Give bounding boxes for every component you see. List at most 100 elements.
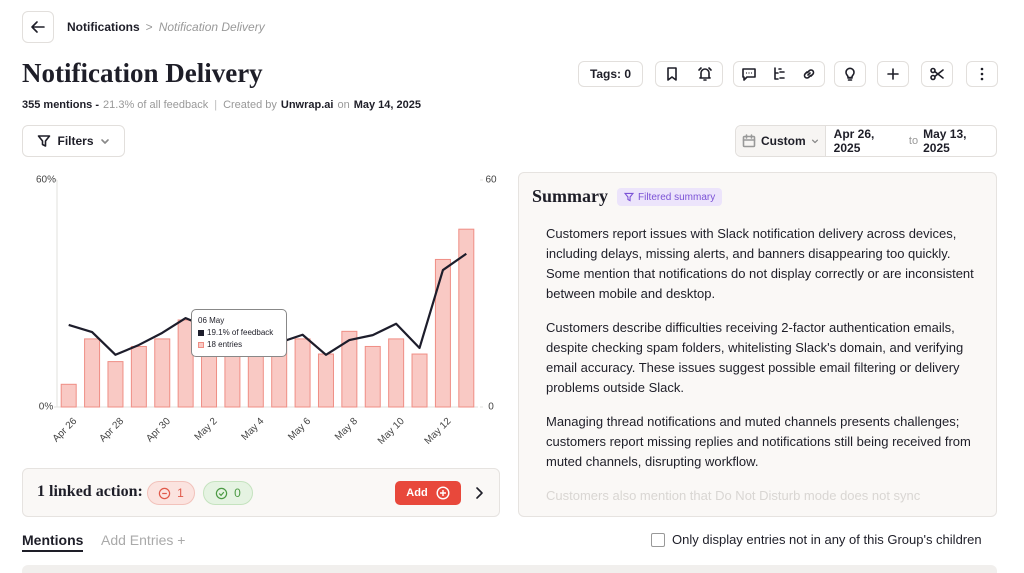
bookmark-group xyxy=(655,61,723,87)
x-tick-label: Apr 28 xyxy=(98,416,127,445)
filter-icon xyxy=(624,192,634,202)
add-button[interactable] xyxy=(877,61,909,87)
checkbox[interactable] xyxy=(651,532,665,547)
split-button[interactable] xyxy=(921,61,953,87)
comment-icon[interactable] xyxy=(741,66,757,82)
x-tick-label: Apr 26 xyxy=(51,416,80,445)
bar xyxy=(317,353,334,408)
bar xyxy=(84,338,101,408)
created-by: Created by xyxy=(223,99,277,111)
x-tick-label: May 2 xyxy=(193,416,220,443)
chevron-down xyxy=(100,139,109,144)
bar xyxy=(177,319,194,408)
more-button[interactable] xyxy=(966,61,998,87)
list-top xyxy=(22,565,997,573)
check-icon xyxy=(215,487,228,499)
on: on xyxy=(337,99,350,111)
back-icon xyxy=(31,21,45,33)
bar xyxy=(154,338,171,408)
summary-badge: Filtered summary xyxy=(617,188,723,206)
tags-button[interactable]: Tags: 0 xyxy=(578,61,643,87)
back-button[interactable] xyxy=(22,11,54,43)
range-start[interactable]: Apr 26, 2025 xyxy=(833,127,875,155)
page-title: Notification Delivery xyxy=(22,58,263,88)
add-entries-tab[interactable]: Add Entries + xyxy=(101,532,186,548)
bar xyxy=(388,338,405,408)
mentions-tab[interactable]: Mentions xyxy=(22,532,84,552)
mentions-count: 355 mentions - xyxy=(22,99,100,111)
filters-label: Filters xyxy=(57,134,94,148)
bulb-icon xyxy=(845,67,855,81)
tooltip-row: 19.1% of feedback xyxy=(198,327,280,339)
add-action-button[interactable]: Add xyxy=(395,481,461,505)
summary-panel: Summary Filtered summary Customers repor… xyxy=(518,172,997,517)
range-mode[interactable]: Custom xyxy=(736,126,826,156)
bar xyxy=(130,345,147,408)
summary-paragraph: Managing thread notifications and muted … xyxy=(546,414,971,469)
author: Unwrap.ai xyxy=(280,99,334,111)
tags-label: Tags: 0 xyxy=(589,67,632,81)
plus-icon xyxy=(887,68,899,80)
x-tick-label: May 8 xyxy=(333,416,360,443)
link-icon[interactable] xyxy=(801,66,817,82)
tree-icon[interactable] xyxy=(771,66,787,82)
bar xyxy=(60,383,77,408)
divider: | xyxy=(214,99,218,111)
x-tick-label: May 4 xyxy=(239,416,266,443)
idea-button[interactable] xyxy=(834,61,866,87)
tooltip-swatch xyxy=(198,330,204,336)
breadcrumb-current: Notification Delivery xyxy=(158,20,265,34)
summary-paragraph: Customers describe difficulties receivin… xyxy=(546,320,964,395)
range-mode-label: Custom xyxy=(761,134,806,148)
bell-icon[interactable] xyxy=(697,66,713,82)
range-end[interactable]: May 13, 2025 xyxy=(923,127,967,155)
checkbox-label: Only display entries not in any of this … xyxy=(672,532,982,547)
chart: 0% 60% 0 60 Apr 26 Apr 28 Apr 30 May 2 May 4 May … xyxy=(36,175,497,447)
x-tick-label: May 12 xyxy=(423,416,454,447)
breadcrumb-separator: > xyxy=(145,20,153,34)
share-group xyxy=(733,61,825,87)
summary-body: Customers report issues with Slack notif… xyxy=(546,224,974,516)
y-tick-label: 0% xyxy=(39,402,54,413)
x-tick-label: May 6 xyxy=(286,416,313,443)
bar xyxy=(364,345,381,408)
bar xyxy=(107,361,124,408)
chevron-down xyxy=(811,139,818,144)
breadcrumb-parent[interactable]: Notifications xyxy=(67,20,140,34)
positive-pill[interactable]: 0 xyxy=(203,481,253,505)
linked-actions: 1 linked action: 1 0 Add xyxy=(22,468,500,517)
dots-icon xyxy=(980,67,984,81)
calendar-icon xyxy=(742,134,756,148)
tooltip-title: 06 May xyxy=(198,316,225,325)
summary-badge-label: Filtered summary xyxy=(638,191,716,203)
minus-icon xyxy=(158,487,171,499)
tooltip-swatch xyxy=(198,342,204,348)
tooltip-line: 18 entries xyxy=(207,340,243,349)
summary-paragraph-faded: Customers also mention that Do Not Distu… xyxy=(546,488,921,503)
feedback-share: 21.3% of all feedback xyxy=(103,99,209,111)
bookmark-icon[interactable] xyxy=(665,67,679,81)
x-tick-label: May 10 xyxy=(376,416,407,447)
breadcrumb: Notifications > Notification Delivery xyxy=(67,20,265,34)
filters-button[interactable]: Filters xyxy=(22,125,125,157)
expand-chevron[interactable] xyxy=(473,486,485,500)
filter-icon xyxy=(38,135,51,147)
tooltip-row: 18 entries xyxy=(198,339,280,351)
x-tick-label: Apr 30 xyxy=(144,416,173,445)
range-to: to xyxy=(908,135,919,147)
meta-line: 355 mentions - 21.3% of all feedback | C… xyxy=(22,99,421,111)
summary-paragraph: Customers report issues with Slack notif… xyxy=(546,226,974,301)
add-label: Add xyxy=(406,487,428,499)
children-option: Only display entries not in any of this … xyxy=(651,532,982,547)
tooltip: 06 May 19.1% of feedback 18 entries xyxy=(191,309,287,357)
plus-circle-icon xyxy=(436,486,450,500)
positive-count: 0 xyxy=(234,486,241,500)
bar xyxy=(411,353,428,408)
y2-tick-label: 0 xyxy=(488,402,494,413)
bar xyxy=(201,353,218,408)
bar xyxy=(294,338,311,408)
negative-pill[interactable]: 1 xyxy=(147,481,195,505)
created-date: May 14, 2025 xyxy=(353,99,421,111)
y2-tick-label: 60 xyxy=(485,175,497,186)
y-tick-label: 60% xyxy=(36,175,56,186)
